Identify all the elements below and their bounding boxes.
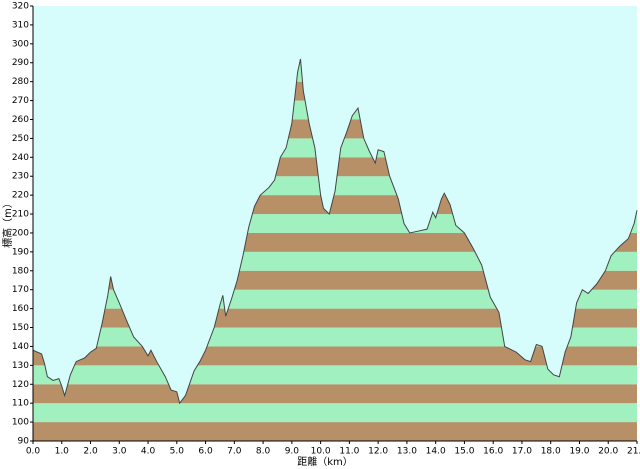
x-tick-label: 9.0 bbox=[285, 447, 300, 457]
y-tick-label: 160 bbox=[12, 304, 29, 314]
x-tick-label: 12.0 bbox=[368, 447, 388, 457]
elevation-line bbox=[32, 58, 638, 405]
y-tick-label: 290 bbox=[12, 58, 29, 68]
x-tick-label: 6.0 bbox=[198, 447, 213, 457]
y-tick-label: 90 bbox=[18, 437, 30, 447]
y-tick-label: 320 bbox=[12, 2, 29, 12]
y-tick-label: 270 bbox=[12, 96, 29, 106]
y-tick-label: 200 bbox=[12, 228, 29, 238]
y-axis-label: 標高（m） bbox=[1, 198, 14, 248]
x-tick-label: 20.0 bbox=[598, 447, 618, 457]
x-tick-label: 11.0 bbox=[339, 447, 359, 457]
y-tick-label: 260 bbox=[12, 115, 29, 125]
y-tick-label: 140 bbox=[12, 342, 29, 352]
y-tick-label: 230 bbox=[12, 172, 29, 182]
y-tick-label: 130 bbox=[12, 361, 29, 371]
x-tick-label: 15.0 bbox=[454, 447, 474, 457]
x-tick-label: 7.0 bbox=[227, 447, 242, 457]
x-tick-label: 18.0 bbox=[541, 447, 561, 457]
y-tick-label: 210 bbox=[12, 210, 29, 220]
y-tick-label: 170 bbox=[12, 285, 29, 295]
x-tick-label: 2.0 bbox=[83, 447, 98, 457]
elevation-band bbox=[33, 422, 637, 441]
x-tick-label: 21.0 bbox=[627, 447, 640, 457]
x-tick-label: 4.0 bbox=[141, 447, 156, 457]
x-tick-label: 14.0 bbox=[426, 447, 446, 457]
x-tick-label: 3.0 bbox=[112, 447, 127, 457]
x-tick-label: 5.0 bbox=[170, 447, 185, 457]
y-tick-label: 120 bbox=[12, 380, 29, 390]
x-tick-label: 10.0 bbox=[311, 447, 331, 457]
y-tick-label: 100 bbox=[12, 418, 29, 428]
x-axis-label: 距離（km） bbox=[297, 455, 353, 468]
y-tick-label: 180 bbox=[12, 266, 29, 276]
elevation-band bbox=[33, 384, 637, 404]
elevation-band bbox=[33, 403, 637, 423]
x-tick-label: 16.0 bbox=[483, 447, 503, 457]
y-tick-label: 240 bbox=[12, 153, 29, 163]
y-tick-label: 310 bbox=[12, 20, 29, 30]
y-tick-label: 190 bbox=[12, 247, 29, 257]
y-tick-label: 250 bbox=[12, 134, 29, 144]
x-tick-label: 19.0 bbox=[569, 447, 589, 457]
y-tick-label: 280 bbox=[12, 77, 29, 87]
y-tick-label: 150 bbox=[12, 323, 29, 333]
x-tick-label: 17.0 bbox=[512, 447, 532, 457]
y-tick-label: 300 bbox=[12, 39, 29, 49]
y-tick-label: 220 bbox=[12, 191, 29, 201]
x-tick-label: 13.0 bbox=[397, 447, 417, 457]
x-tick-label: 8.0 bbox=[256, 447, 271, 457]
elevation-band bbox=[33, 365, 637, 385]
x-tick-label: 0.0 bbox=[26, 447, 41, 457]
x-tick-label: 1.0 bbox=[55, 447, 70, 457]
y-tick-label: 110 bbox=[12, 399, 29, 409]
